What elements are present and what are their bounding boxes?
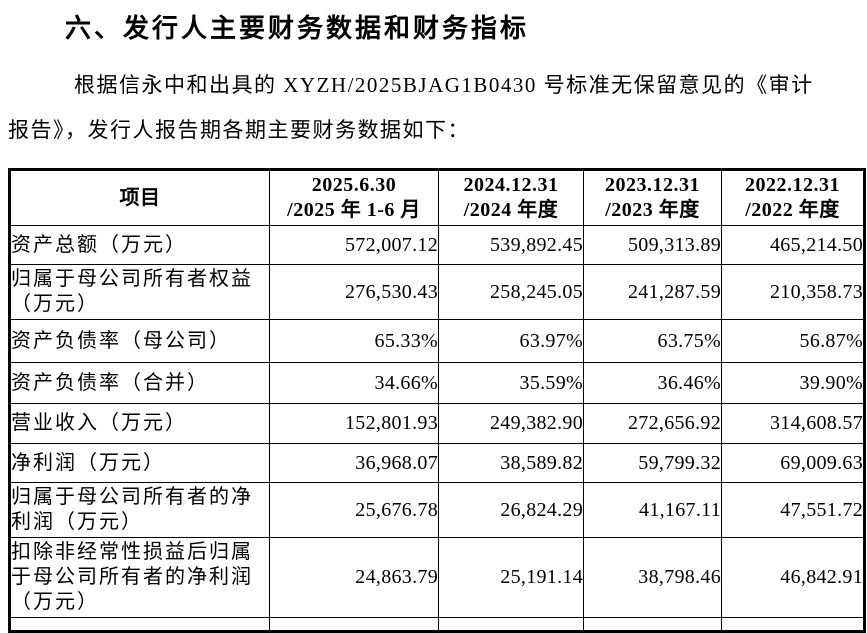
table-row-net-profit-excl-nonrecurring: 扣除非经常性损益后归属于母公司所有者的净利润（万元） 24,863.79 25,… [9, 537, 865, 618]
table-header: 项目 2025.6.30 /2025 年 1-6 月 2024.12.31 /2… [9, 169, 865, 226]
header-row: 项目 2025.6.30 /2025 年 1-6 月 2024.12.31 /2… [9, 169, 865, 226]
table-body: 资产总额（万元） 572,007.12 539,892.45 509,313.8… [9, 225, 865, 632]
cell-value: 63.75% [583, 319, 722, 363]
header-period-2023-span: /2023 年度 [605, 199, 700, 221]
cell-value: 152,801.93 [269, 403, 439, 444]
cell-value: 36.46% [583, 362, 722, 404]
table-row-debt-ratio-parent: 资产负债率（母公司） 65.33% 63.97% 63.75% 56.87% [9, 319, 865, 363]
row-label: 营业收入（万元） [9, 403, 270, 444]
row-label: 扣除非经常性损益后归属于母公司所有者的净利润（万元） [9, 537, 270, 618]
header-period-2025: 2025.6.30 /2025 年 1-6 月 [269, 169, 439, 226]
row-label: 归属于母公司所有者的净利润（万元） [9, 482, 270, 538]
cell-value: 69,009.63 [721, 443, 865, 483]
header-period-2025-span: /2025 年 1-6 月 [287, 199, 421, 221]
header-period-2022-date: 2022.12.31 [745, 174, 840, 196]
table-row-debt-ratio-consolidated: 资产负债率（合并） 34.66% 35.59% 36.46% 39.90% [9, 362, 865, 404]
header-period-2025-date: 2025.6.30 [311, 174, 397, 196]
row-label: 归属于母公司所有者权益（万元） [9, 264, 270, 320]
table-row-parent-equity: 归属于母公司所有者权益（万元） 276,530.43 258,245.05 24… [9, 264, 865, 320]
intro-paragraph: 根据信永中和出具的 XYZH/2025BJAG1B0430 号标准无保留意见的《… [8, 63, 860, 153]
cell-value: 39.90% [721, 362, 865, 404]
cell-value: 35.59% [438, 362, 584, 404]
header-period-2024: 2024.12.31 /2024 年度 [438, 169, 584, 226]
partial-cell [438, 617, 584, 632]
cell-value: 210,358.73 [721, 264, 865, 320]
intro-paragraph-line2: 报告》，发行人报告期各期主要财务数据如下： [8, 118, 470, 142]
cell-value: 465,214.50 [721, 225, 865, 265]
header-item-column: 项目 [9, 169, 270, 226]
cell-value: 38,589.82 [438, 443, 584, 483]
table-row-operating-revenue: 营业收入（万元） 152,801.93 249,382.90 272,656.9… [9, 403, 865, 444]
cell-value: 41,167.11 [583, 482, 722, 538]
cell-value: 572,007.12 [269, 225, 439, 265]
partial-cell [721, 617, 865, 632]
row-label: 资产总额（万元） [9, 225, 270, 265]
table-row-partial-cutoff [9, 617, 865, 632]
cell-value: 25,191.14 [438, 537, 584, 618]
cell-value: 249,382.90 [438, 403, 584, 444]
financial-data-table: 项目 2025.6.30 /2025 年 1-6 月 2024.12.31 /2… [8, 168, 866, 633]
cell-value: 34.66% [269, 362, 439, 404]
cell-value: 24,863.79 [269, 537, 439, 618]
cell-value: 276,530.43 [269, 264, 439, 320]
cell-value: 509,313.89 [583, 225, 722, 265]
cell-value: 258,245.05 [438, 264, 584, 320]
cell-value: 26,824.29 [438, 482, 584, 538]
header-period-2023-date: 2023.12.31 [605, 174, 700, 196]
cell-value: 241,287.59 [583, 264, 722, 320]
header-period-2022: 2022.12.31 /2022 年度 [721, 169, 865, 226]
row-label: 净利润（万元） [9, 443, 270, 483]
header-period-2023: 2023.12.31 /2023 年度 [583, 169, 722, 226]
cell-value: 272,656.92 [583, 403, 722, 444]
partial-cell [583, 617, 722, 632]
cell-value: 25,676.78 [269, 482, 439, 538]
cell-value: 38,798.46 [583, 537, 722, 618]
table-row-net-profit: 净利润（万元） 36,968.07 38,589.82 59,799.32 69… [9, 443, 865, 483]
cell-value: 56.87% [721, 319, 865, 363]
cell-value: 47,551.72 [721, 482, 865, 538]
partial-cell [9, 617, 270, 632]
intro-paragraph-line1: 根据信永中和出具的 XYZH/2025BJAG1B0430 号标准无保留意见的《… [74, 73, 814, 97]
table-row-total-assets: 资产总额（万元） 572,007.12 539,892.45 509,313.8… [9, 225, 865, 265]
cell-value: 314,608.57 [721, 403, 865, 444]
header-period-2024-date: 2024.12.31 [463, 174, 559, 196]
header-period-2024-span: /2024 年度 [463, 199, 559, 221]
section-heading: 六、发行人主要财务数据和财务指标 [65, 14, 530, 43]
cell-value: 63.97% [438, 319, 584, 363]
header-period-2022-span: /2022 年度 [745, 199, 840, 221]
partial-cell [269, 617, 439, 632]
cell-value: 59,799.32 [583, 443, 722, 483]
cell-value: 539,892.45 [438, 225, 584, 265]
cell-value: 46,842.91 [721, 537, 865, 618]
table-row-net-profit-parent: 归属于母公司所有者的净利润（万元） 25,676.78 26,824.29 41… [9, 482, 865, 538]
cell-value: 65.33% [269, 319, 439, 363]
row-label: 资产负债率（合并） [9, 362, 270, 404]
cell-value: 36,968.07 [269, 443, 439, 483]
row-label: 资产负债率（母公司） [9, 319, 270, 363]
